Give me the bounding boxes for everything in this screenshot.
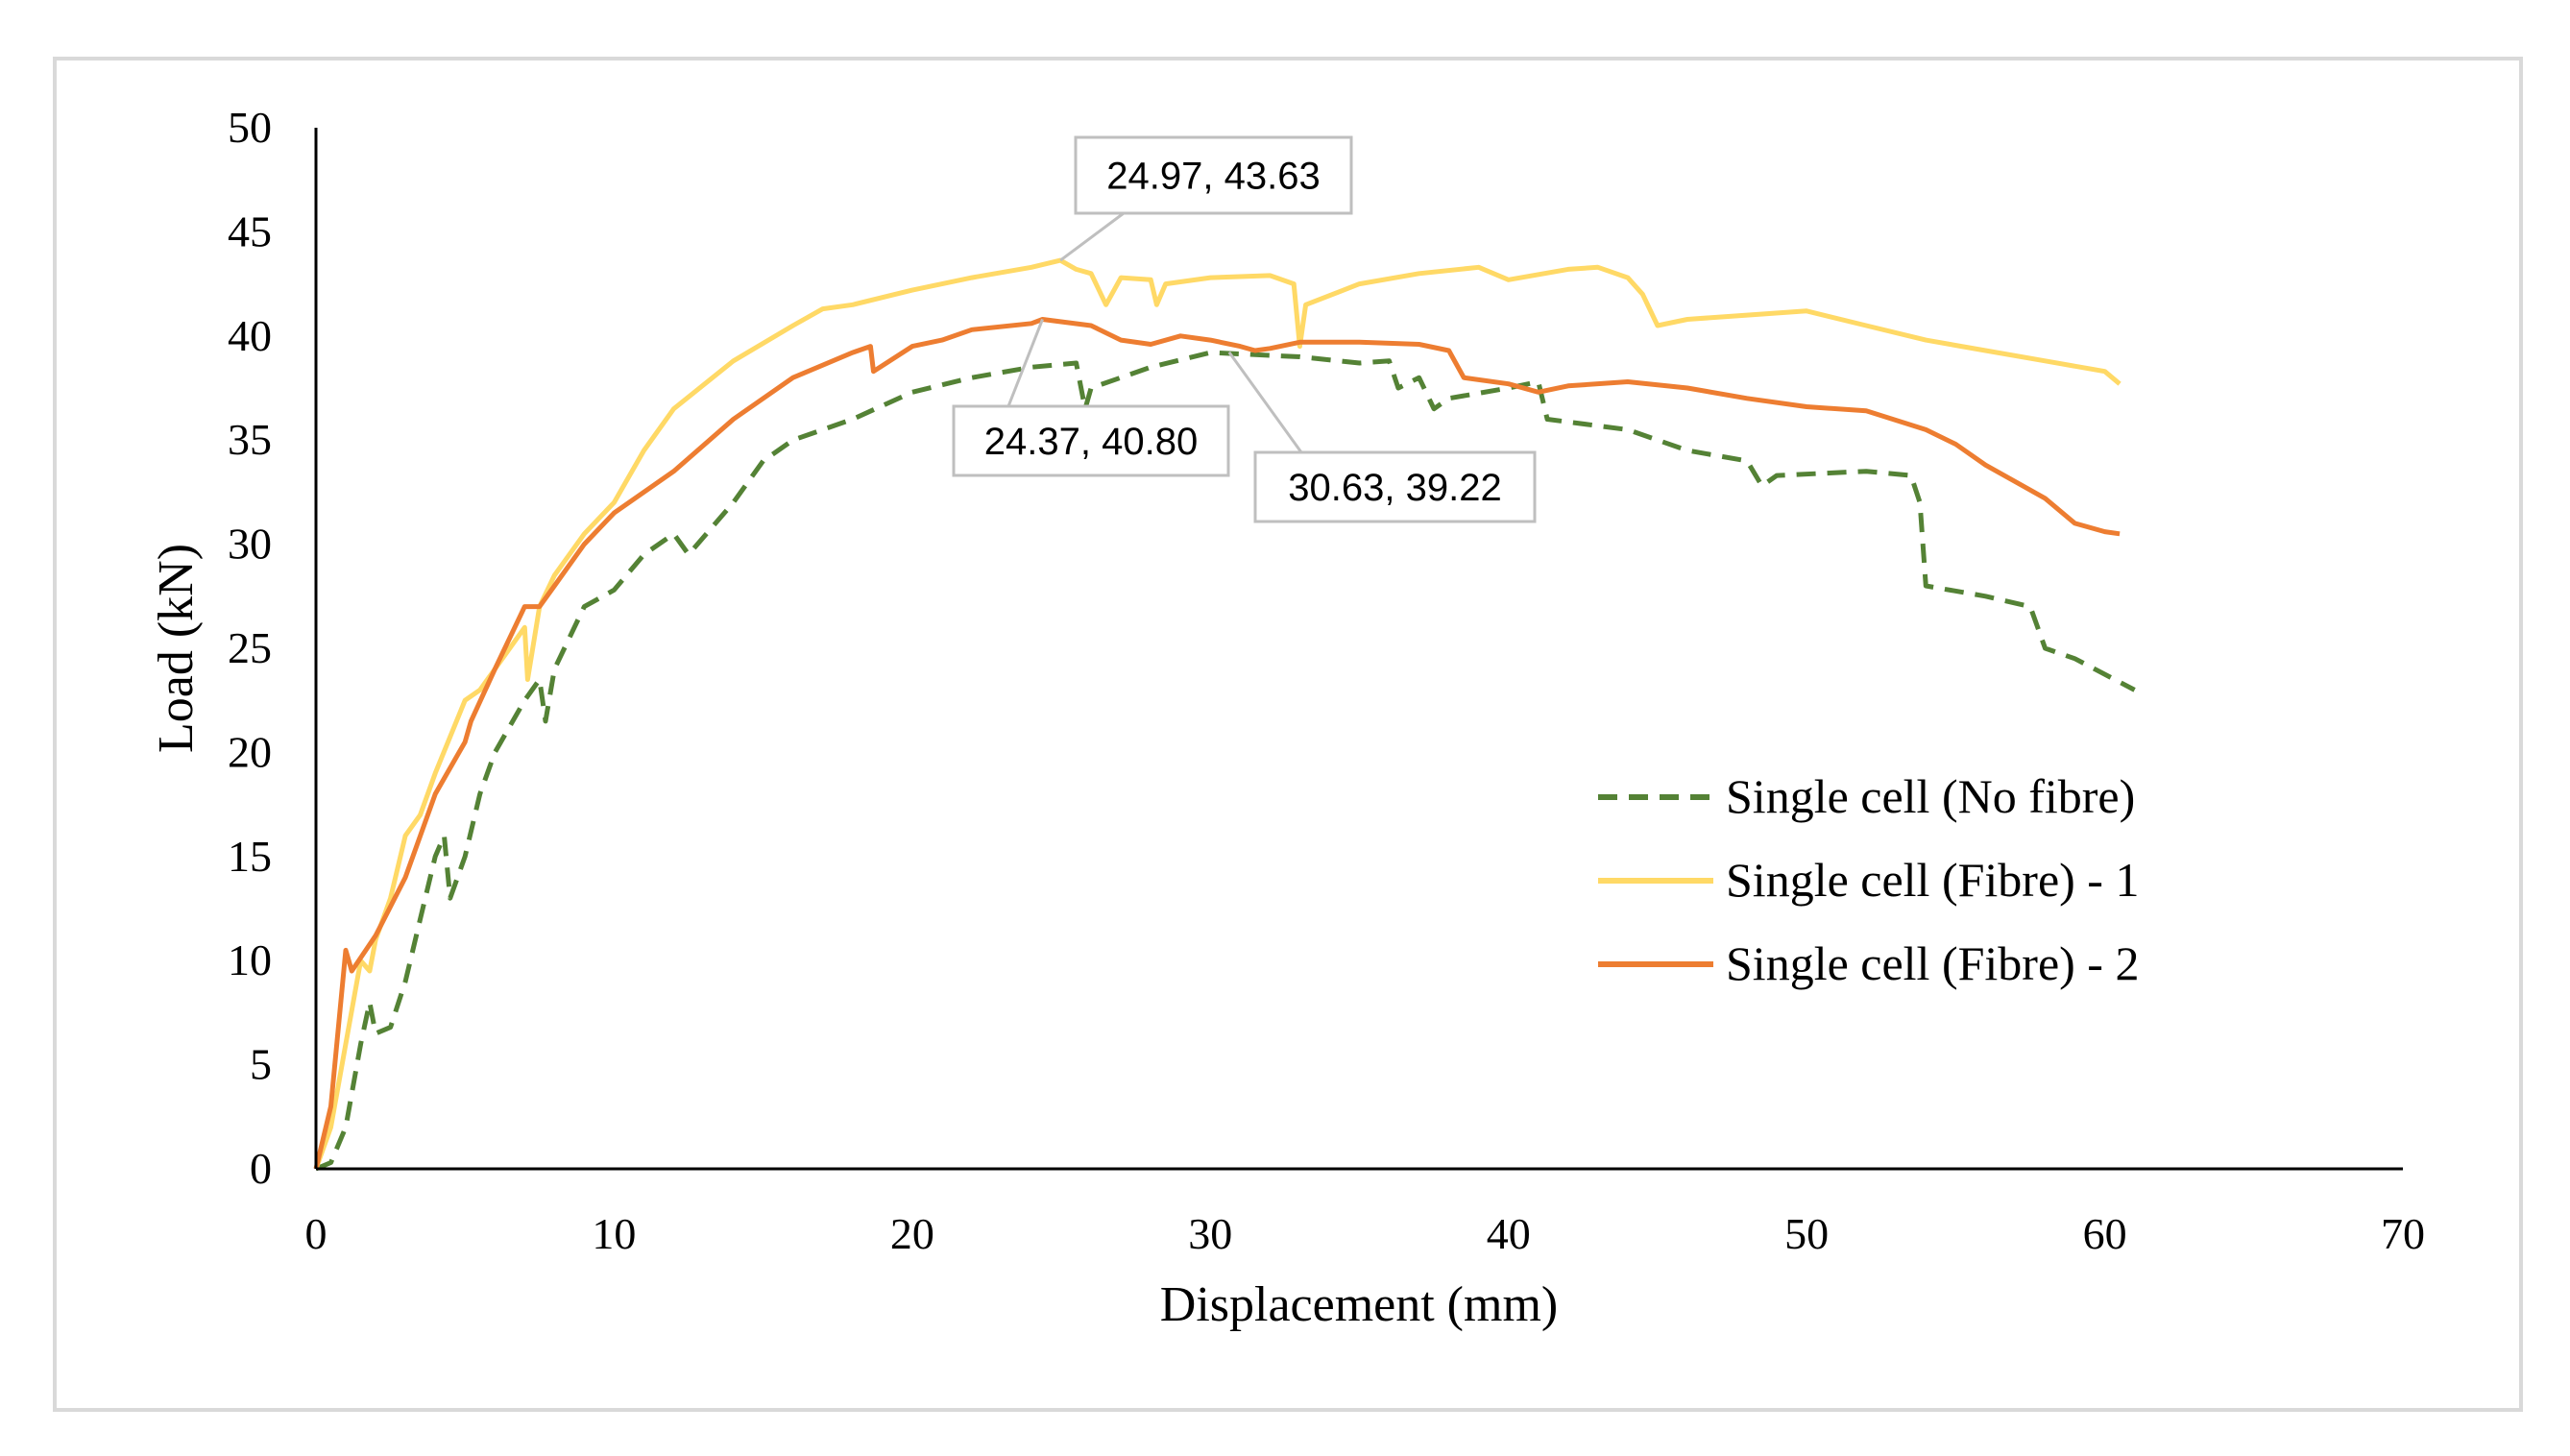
callout-box [1253,450,1537,523]
y-tick-label: 20 [228,727,272,776]
series-line-3 [313,317,2121,1170]
y-tick-label: 30 [228,520,272,569]
callout-box [1074,135,1353,215]
y-tick-label: 5 [250,1040,272,1089]
x-tick-label: 10 [592,1209,636,1258]
callout-leader-line [1006,318,1044,407]
x-tick-label: 60 [2083,1209,2127,1258]
y-tick-label: 15 [228,832,272,881]
y-tick-label: 0 [250,1144,272,1193]
x-tick-label: 70 [2381,1209,2425,1258]
legend-label-1: Single cell (No fibre) [1726,769,2135,823]
y-tick-label: 35 [228,415,272,464]
series-line-2 [313,257,2121,1170]
callout-label: 24.37, 40.80 [984,421,1198,463]
x-tick-label: 30 [1188,1209,1232,1258]
series-layer [313,257,2136,1172]
series-line-1 [315,350,2136,1172]
x-tick-label: 0 [305,1209,327,1258]
y-axis-label: Load (kN) [149,544,204,753]
x-tick-label: 20 [890,1209,934,1258]
x-tick-label: 50 [1784,1209,1829,1258]
x-tick-label: 40 [1487,1209,1531,1258]
callout-label: 24.97, 43.63 [1106,156,1320,198]
legend-label-2: Single cell (Fibre) - 1 [1726,853,2139,907]
callout-leader-line [1059,211,1125,262]
y-tick-label: 40 [228,311,272,360]
y-tick-label: 10 [228,935,272,984]
callout-box [952,404,1230,477]
y-tick-label: 25 [228,623,272,672]
y-tick-label: 50 [228,103,272,152]
chart-border [53,57,2523,1412]
legend-label-3: Single cell (Fibre) - 2 [1726,936,2139,990]
tick-labels: 0 10 20 30 40 50 60 70 0 5 10 15 20 25 30 35 40 45 50 [228,103,2425,1258]
y-tick-label: 45 [228,206,272,255]
x-axis-label: Displacement (mm) [1160,1277,1558,1332]
callout-label: 30.63, 39.22 [1288,467,1501,509]
legend: Single cell (No fibre) Single cell (Fibre… [1598,769,2139,990]
data-callouts: 24.97, 43.63 24.37, 40.80 30.63, 39.22 [952,135,1537,523]
callout-leader-line [1227,351,1303,453]
